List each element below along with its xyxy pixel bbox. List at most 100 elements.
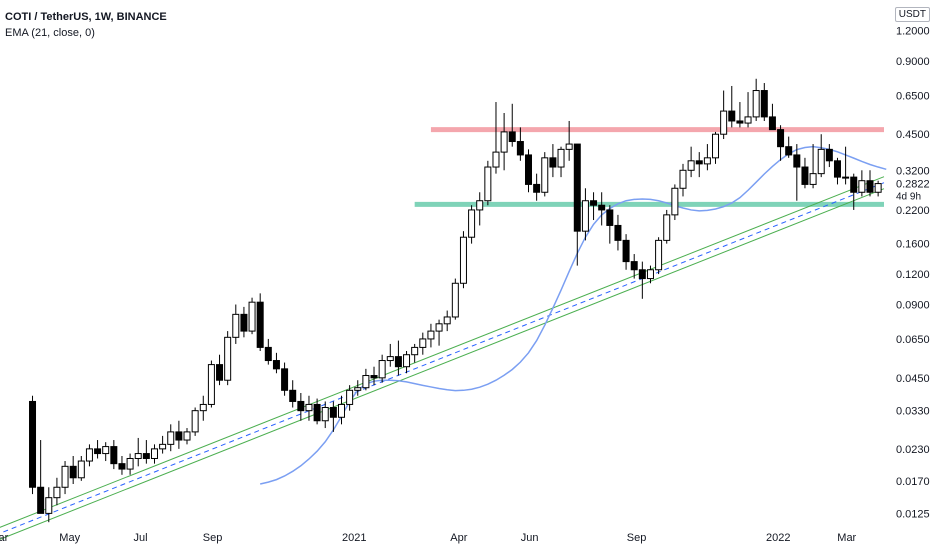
candle-body [679, 169, 687, 189]
candle-body [825, 148, 833, 162]
candle-body [638, 269, 646, 280]
candle-body [167, 431, 175, 445]
currency-badge[interactable]: USDT [894, 7, 930, 22]
candle-body [435, 323, 443, 332]
candle-body [264, 346, 272, 362]
candle-body [281, 368, 289, 391]
candle-body [346, 389, 354, 405]
candle-body [484, 166, 492, 202]
candle-body [703, 157, 711, 165]
candle-body [313, 403, 321, 422]
candle-body [61, 465, 69, 488]
candle-body [646, 269, 654, 280]
price-tick-label: 0.0230 [896, 444, 930, 456]
price-tick-label: 0.2200 [896, 205, 930, 217]
candle-body [29, 400, 37, 488]
candle-body [199, 403, 207, 412]
current-price-label: 0.2822 [896, 179, 930, 191]
candle-body [443, 316, 451, 325]
trend-channel [0, 176, 885, 540]
candle-body [362, 375, 370, 389]
candle-body [573, 143, 581, 232]
candle-body [329, 407, 337, 418]
candle-body [866, 180, 874, 193]
candle-body [134, 453, 142, 459]
candle-body [874, 183, 882, 193]
candle-body [297, 400, 305, 412]
candle-body [606, 209, 614, 226]
candle-body [614, 224, 622, 241]
candle-body [69, 465, 77, 479]
candle-body [712, 133, 720, 159]
candle-body [565, 143, 573, 150]
time-axis: Mar May Jul Sep 2021 Apr Jun Sep 2022 Mar [0, 532, 857, 544]
candle-body [53, 486, 61, 499]
candle-body [216, 364, 224, 381]
candle-body [419, 338, 427, 348]
candle-body [581, 200, 589, 232]
candle-body [777, 129, 785, 148]
time-tick-label: Mar [0, 532, 9, 544]
candle-body [378, 360, 386, 379]
candle-body [289, 389, 297, 402]
candle-body [516, 141, 524, 156]
candle-body [500, 131, 508, 153]
candle-body [110, 446, 118, 465]
countdown-label: 4d 9h [896, 192, 921, 203]
time-tick-label: Jun [521, 532, 539, 544]
ema-line [260, 145, 887, 485]
price-tick-label: 0.0450 [896, 373, 930, 385]
candle-body [809, 173, 817, 185]
candle-body [159, 443, 167, 450]
candle-body [240, 313, 248, 332]
candle-body [590, 200, 598, 206]
candle-body [386, 356, 394, 362]
candle-body [492, 151, 500, 168]
candle-body [427, 330, 435, 340]
candle-body [102, 446, 110, 455]
price-axis: 0.0125 0.0170 0.0230 0.0330 0.0450 0.0650 0.09… [896, 25, 930, 520]
price-tick-label: 0.1200 [896, 269, 930, 281]
candle-body [533, 183, 541, 193]
candle-body [736, 120, 744, 124]
candle-body [150, 448, 158, 459]
price-tick-label: 0.1600 [896, 239, 930, 251]
candle-body [37, 486, 45, 514]
candle-body [85, 448, 93, 462]
price-tick-label: 0.0330 [896, 406, 930, 418]
candle-body [842, 176, 850, 179]
time-tick-label: Sep [203, 532, 223, 544]
candle-body [720, 110, 728, 135]
candle-body [833, 160, 841, 178]
candle-body [695, 160, 703, 165]
time-tick-label: Apr [450, 532, 467, 544]
candle-body [622, 239, 630, 263]
candle-body [817, 148, 825, 175]
candle-body [305, 403, 313, 412]
candles [29, 78, 882, 523]
candle-body [744, 116, 752, 124]
candle-body [207, 364, 215, 405]
candle-body [785, 146, 793, 156]
price-tick-label: 0.0125 [896, 508, 930, 520]
candle-body [752, 90, 760, 118]
candle-body [248, 301, 256, 332]
candle-body [541, 157, 549, 193]
price-tick-label: 0.3200 [896, 165, 930, 177]
candle-body [557, 148, 565, 168]
candle-body [256, 301, 264, 348]
candle-body [663, 214, 671, 241]
candle-body [598, 204, 606, 211]
channel-mid [0, 182, 885, 534]
candle-body [224, 336, 232, 381]
candle-body [630, 261, 638, 271]
time-tick-label: Jul [134, 532, 148, 544]
candle-body [671, 187, 679, 216]
ema-21-line [260, 145, 887, 485]
candle-body [175, 431, 183, 441]
symbol-title: COTI / TetherUS, 1W, BINANCE [5, 11, 167, 23]
time-tick-label: 2021 [342, 532, 366, 544]
candle-body [272, 360, 280, 370]
candle-body [183, 431, 191, 441]
